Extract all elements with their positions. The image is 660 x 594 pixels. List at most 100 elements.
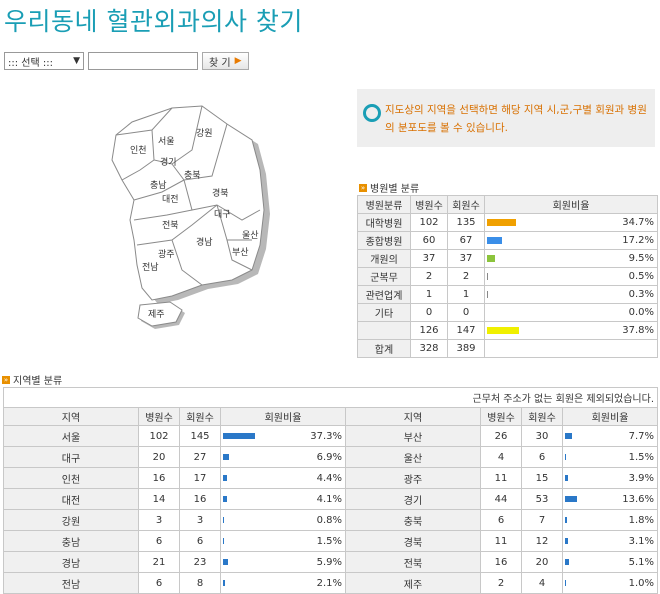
region-name: 경남 bbox=[4, 552, 139, 573]
hospital-category: 대학병원 bbox=[358, 214, 411, 232]
region-table: 근무처 주소가 없는 회원은 제외되었습니다. 지역 병원수 회원수 회원비율 … bbox=[3, 387, 658, 594]
hospital-count: 102 bbox=[139, 426, 180, 447]
hospital-count: 11 bbox=[481, 531, 522, 552]
map-label-seoul[interactable]: 서울 bbox=[158, 136, 175, 147]
korea-map: 서울 강원 인천 경기 충북 충남 대전 경북 대구 전북 경남 울산 광주 부… bbox=[92, 100, 272, 340]
map-label-jeonnam[interactable]: 전남 bbox=[142, 262, 159, 273]
region-name: 서울 bbox=[4, 426, 139, 447]
region-name: 충남 bbox=[4, 531, 139, 552]
ratio-cell: 1.5% bbox=[563, 447, 658, 468]
total-hospitals: 328 bbox=[411, 340, 448, 358]
bullet-icon: » bbox=[359, 184, 367, 192]
ratio-cell: 0.8% bbox=[221, 510, 346, 531]
map-label-gyeonggi[interactable]: 경기 bbox=[160, 156, 177, 168]
ratio-cell: 5.1% bbox=[563, 552, 658, 573]
map-label-daejeon[interactable]: 대전 bbox=[162, 194, 179, 205]
member-count: 7 bbox=[522, 510, 563, 531]
member-count: 0 bbox=[448, 304, 485, 322]
map-label-chungbuk[interactable]: 충북 bbox=[184, 170, 201, 181]
map-label-gangwon[interactable]: 강원 bbox=[196, 128, 213, 139]
region-name: 제주 bbox=[346, 573, 481, 594]
ratio-value: 0.3% bbox=[629, 289, 654, 300]
ratio-cell: 3.9% bbox=[563, 468, 658, 489]
map-label-jeonbuk[interactable]: 전북 bbox=[162, 220, 179, 231]
hospital-category bbox=[358, 322, 411, 340]
chevron-down-icon: ▼ bbox=[73, 56, 80, 66]
region-name: 강원 bbox=[4, 510, 139, 531]
hospital-count: 11 bbox=[481, 468, 522, 489]
hospital-count: 20 bbox=[139, 447, 180, 468]
region-select-value: ::: 선택 ::: bbox=[8, 54, 53, 69]
map-label-jeju[interactable]: 제주 bbox=[148, 309, 165, 320]
ratio-bar bbox=[565, 559, 569, 565]
region-name: 울산 bbox=[346, 447, 481, 468]
map-label-incheon[interactable]: 인천 bbox=[130, 145, 147, 156]
map-label-daegu[interactable]: 대구 bbox=[214, 209, 231, 220]
map-label-busan[interactable]: 부산 bbox=[232, 247, 249, 258]
map-label-gwangju[interactable]: 광주 bbox=[158, 248, 175, 260]
hospital-category: 기타 bbox=[358, 304, 411, 322]
member-count: 67 bbox=[448, 232, 485, 250]
ratio-value: 0.0% bbox=[629, 307, 654, 318]
region-select[interactable]: ::: 선택 ::: ▼ bbox=[4, 52, 84, 70]
member-count: 16 bbox=[180, 489, 221, 510]
ratio-value: 34.7% bbox=[622, 217, 654, 228]
header-hospitals: 병원수 bbox=[481, 408, 522, 426]
member-count: 27 bbox=[180, 447, 221, 468]
header-region: 지역 bbox=[346, 408, 481, 426]
ratio-cell: 4.4% bbox=[221, 468, 346, 489]
header-ratio: 회원비율 bbox=[221, 408, 346, 426]
ratio-bar bbox=[223, 433, 255, 439]
hospital-count: 16 bbox=[481, 552, 522, 573]
region-name: 대구 bbox=[4, 447, 139, 468]
search-input[interactable] bbox=[88, 52, 198, 70]
ratio-bar bbox=[223, 580, 225, 586]
ratio-bar bbox=[487, 255, 495, 262]
ratio-bar bbox=[565, 538, 568, 544]
ratio-cell: 13.6% bbox=[563, 489, 658, 510]
ratio-value: 1.5% bbox=[629, 452, 654, 463]
region-name: 대전 bbox=[4, 489, 139, 510]
search-button[interactable]: 찾 기 ▶ bbox=[202, 52, 249, 70]
map-label-ulsan[interactable]: 울산 bbox=[242, 230, 259, 241]
ratio-bar bbox=[223, 454, 229, 460]
hospital-count: 0 bbox=[411, 304, 448, 322]
ratio-bar bbox=[565, 433, 572, 439]
member-count: 53 bbox=[522, 489, 563, 510]
map-label-chungnam[interactable]: 충남 bbox=[150, 180, 167, 191]
hospital-count: 21 bbox=[139, 552, 180, 573]
hospital-category: 군복무 bbox=[358, 268, 411, 286]
member-count: 30 bbox=[522, 426, 563, 447]
ratio-cell: 37.8% bbox=[485, 322, 658, 340]
ratio-cell: 0.5% bbox=[485, 268, 658, 286]
ratio-cell: 3.1% bbox=[563, 531, 658, 552]
ratio-value: 7.7% bbox=[629, 431, 654, 442]
hospital-count: 2 bbox=[411, 268, 448, 286]
ratio-value: 1.8% bbox=[629, 515, 654, 526]
ratio-value: 3.1% bbox=[629, 536, 654, 547]
ratio-value: 37.3% bbox=[310, 431, 342, 442]
hospital-count: 6 bbox=[481, 510, 522, 531]
map-label-gyeongnam[interactable]: 경남 bbox=[196, 236, 213, 248]
ratio-bar bbox=[487, 237, 502, 244]
ratio-cell: 0.0% bbox=[485, 304, 658, 322]
total-ratio bbox=[485, 340, 658, 358]
member-count: 17 bbox=[180, 468, 221, 489]
hospital-count: 2 bbox=[481, 573, 522, 594]
hospital-section-title: » 병원별 분류 bbox=[359, 180, 419, 195]
ratio-cell: 0.3% bbox=[485, 286, 658, 304]
ratio-bar bbox=[223, 496, 227, 502]
map-label-gyeongbuk[interactable]: 경북 bbox=[212, 187, 229, 199]
ratio-cell: 37.3% bbox=[221, 426, 346, 447]
hospital-count: 14 bbox=[139, 489, 180, 510]
